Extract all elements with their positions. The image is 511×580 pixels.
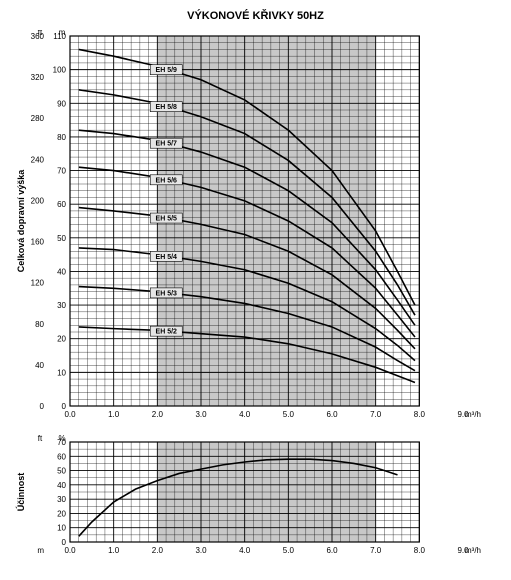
y2-tick-label: 120 [31,279,45,288]
x-tick-label: 2.0 [152,546,164,555]
series-label: EH 5/8 [156,104,178,111]
series-label: EH 5/5 [156,216,178,223]
x-tick-label: 6.0 [326,410,338,419]
y-unit: m [59,30,66,37]
y-tick-label: 80 [57,133,66,142]
y2-tick-label: 200 [31,196,45,205]
y2-tick-label: 240 [31,155,45,164]
y-tick-label: 10 [57,368,66,377]
x-tick-label: 7.0 [370,546,382,555]
y-tick-label: 40 [57,267,66,276]
y-tick-label: 20 [57,509,66,518]
x-tick-label: 1.0 [108,546,120,555]
y-axis-title: Celková dopravní výška [16,169,26,273]
x-tick-label: 8.0 [414,410,426,419]
x-tick-label: 3.0 [195,546,207,555]
x-tick-label: 3.0 [195,410,207,419]
page-title: VÝKONOVÉ KŘIVKY 50HZ [10,10,501,22]
y2-tick-label: 280 [31,114,45,123]
series-label: EH 5/4 [156,254,178,261]
y2-unit: ft [38,434,43,443]
x-tick-label: 0.0 [64,546,76,555]
x-tick-label: 8.0 [414,546,426,555]
x-tick-label: 0.0 [64,410,76,419]
x-unit: m³/h [465,410,481,419]
y2-unit: ft [38,30,43,37]
y-tick-label: 20 [57,335,66,344]
y-tick-label: 100 [53,66,67,75]
x-tick-label: 5.0 [283,546,295,555]
x-tick-label: 7.0 [370,410,382,419]
y-tick-label: 70 [57,167,66,176]
y-tick-label: 30 [57,495,66,504]
y2-tick-label: 80 [35,320,44,329]
x-unit: m³/h [465,546,481,555]
y-tick-label: 90 [57,99,66,108]
series-label: EH 5/6 [156,177,178,184]
y2-tick-label: 40 [35,361,44,370]
series-label: EH 5/2 [156,329,178,336]
y-tick-label: 50 [57,467,66,476]
y2-tick-label: 160 [31,238,45,247]
y-tick-label: 60 [57,200,66,209]
y-tick-label: 10 [57,524,66,533]
x-tick-label: 4.0 [239,410,251,419]
x-tick-label: 5.0 [283,410,295,419]
y2-tick-label: 320 [31,73,45,82]
series-label: EH 5/9 [156,67,178,74]
y-tick-label: 30 [57,301,66,310]
x-tick-label: 2.0 [152,410,164,419]
x-tick-label: 1.0 [108,410,120,419]
x-tick-label: 6.0 [326,546,338,555]
series-label: EH 5/3 [156,290,178,297]
y-unit: % [58,434,65,443]
y-axis-title: Účinnost [15,473,26,512]
x-tick-label: 4.0 [239,546,251,555]
y2-unit-bottom: m [37,546,44,555]
series-label: EH 5/7 [156,141,178,148]
performance-chart: 0102030405060708090100110040801201602002… [10,30,501,570]
y-tick-label: 60 [57,452,66,461]
y2-tick-label: 0 [40,402,45,411]
y-tick-label: 40 [57,481,66,490]
y-tick-label: 50 [57,234,66,243]
